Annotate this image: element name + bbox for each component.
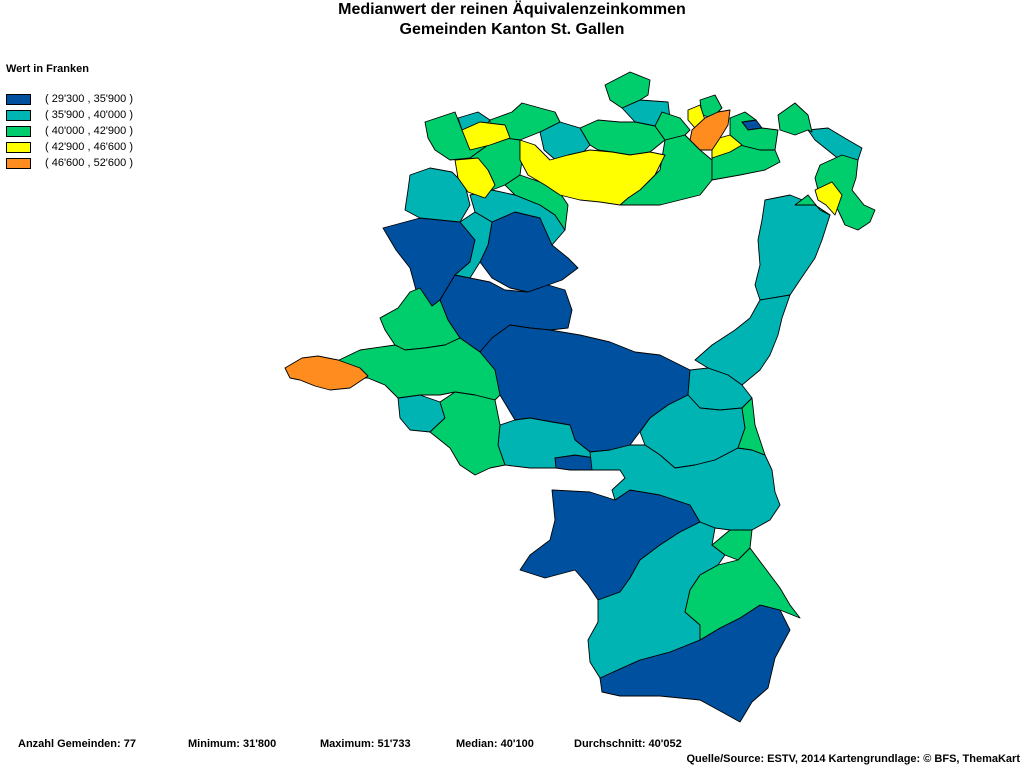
municipality-region: [519, 139, 666, 206]
legend-item-4: ( 42'900 , 46'600 ): [6, 139, 206, 155]
legend-swatch-3: [6, 125, 31, 137]
legend-swatch-1: [6, 93, 31, 105]
title-line-2: Gemeinden Kanton St. Gallen: [399, 21, 625, 38]
summary-statistics: Anzahl Gemeinden: 77 Minimum: 31'800 Max…: [0, 738, 1024, 754]
municipality-region: [469, 189, 566, 246]
map-title: Medianwert der reinen Äquivalenzeinkomme…: [0, 0, 1024, 40]
municipality-region: [589, 444, 781, 531]
legend-title: Wert in Franken: [6, 63, 89, 75]
source-note: Quelle/Source: ESTV, 2014 Kartengrundlag…: [686, 753, 1020, 765]
legend-label-5: ( 46'600 , 52'600 ): [45, 157, 133, 169]
title-line-1: Medianwert der reinen Äquivalenzeinkomme…: [338, 1, 686, 18]
municipality-region: [334, 337, 501, 401]
municipality-region: [684, 547, 801, 641]
legend-item-3: ( 40'000 , 42'900 ): [6, 123, 206, 139]
stat-mean: Durchschnitt: 40'052: [574, 738, 682, 750]
municipality-region: [654, 111, 691, 141]
municipality-region: [754, 194, 831, 301]
municipality-region: [777, 102, 813, 136]
legend-label-3: ( 40'000 , 42'900 ): [45, 125, 133, 137]
municipality-region: [579, 119, 666, 156]
legend-item-5: ( 46'600 , 52'600 ): [6, 155, 206, 171]
stat-count: Anzahl Gemeinden: 77: [18, 738, 136, 750]
legend-swatch-2: [6, 109, 31, 121]
municipality-region: [814, 181, 843, 216]
municipality-region: [711, 134, 743, 159]
municipality-region: [429, 391, 506, 476]
municipality-region: [794, 194, 831, 216]
stat-median: Median: 40'100: [456, 738, 534, 750]
stat-minimum: Minimum: 31'800: [188, 738, 277, 750]
legend-label-2: ( 35'900 , 40'000 ): [45, 109, 133, 121]
legend-item-1: ( 29'300 , 35'900 ): [6, 91, 206, 107]
legend-label-4: ( 42'900 , 46'600 ): [45, 141, 133, 153]
municipality-region: [689, 109, 731, 151]
legend-swatch-5: [6, 157, 31, 169]
legend: Wert in Franken ( 29'300 , 35'900 ) ( 35…: [6, 63, 206, 171]
municipality-region: [461, 121, 511, 151]
municipality-region: [404, 167, 471, 223]
municipality-region: [284, 355, 369, 391]
municipality-region: [454, 157, 496, 199]
municipality-region: [604, 71, 651, 109]
legend-item-2: ( 35'900 , 40'000 ): [6, 107, 206, 123]
legend-label-1: ( 29'300 , 35'900 ): [45, 93, 133, 105]
legend-swatch-4: [6, 141, 31, 153]
municipality-region: [807, 127, 863, 161]
stat-maximum: Maximum: 51'733: [320, 738, 411, 750]
municipality-region: [737, 397, 766, 456]
